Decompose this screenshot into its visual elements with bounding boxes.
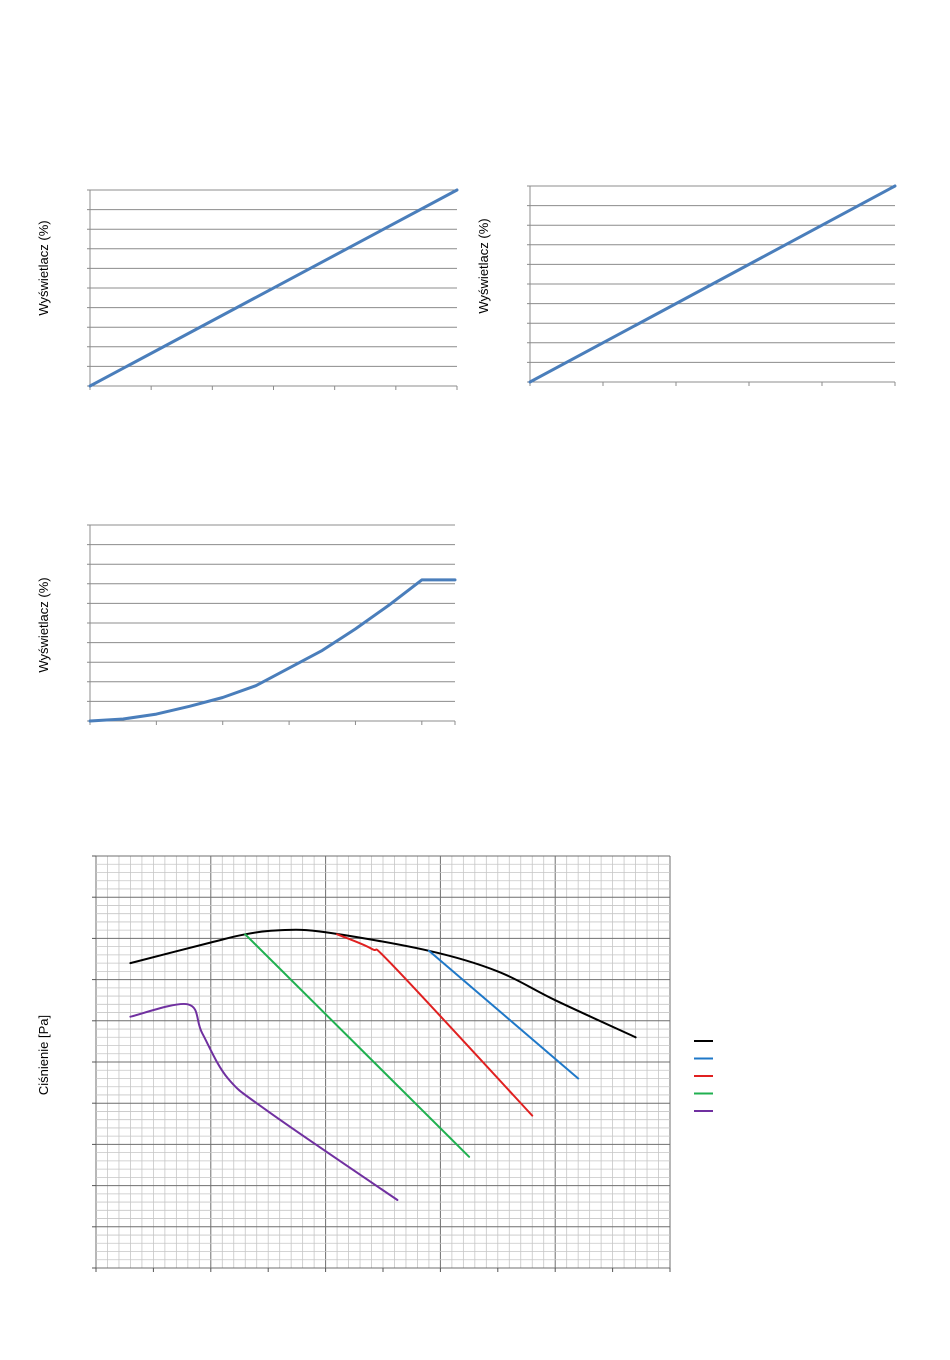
chart2-series-line — [528, 184, 897, 384]
chart1-ylabel: Wyświetlacz (%) — [36, 220, 51, 315]
chart3-series-line — [88, 578, 457, 723]
chart4-series-line — [336, 933, 534, 1117]
chart1-series-line — [88, 188, 459, 388]
chart2-ylabel: Wyświetlacz (%) — [476, 218, 491, 313]
chart4-series-line — [244, 933, 471, 1158]
chart4-series-line — [129, 1002, 399, 1201]
chart4-ylabel: Ciśnienie [Pa] — [36, 1015, 51, 1095]
chart4-series-line — [427, 949, 580, 1080]
chart3-ylabel: Wyświetlacz (%) — [36, 577, 51, 672]
